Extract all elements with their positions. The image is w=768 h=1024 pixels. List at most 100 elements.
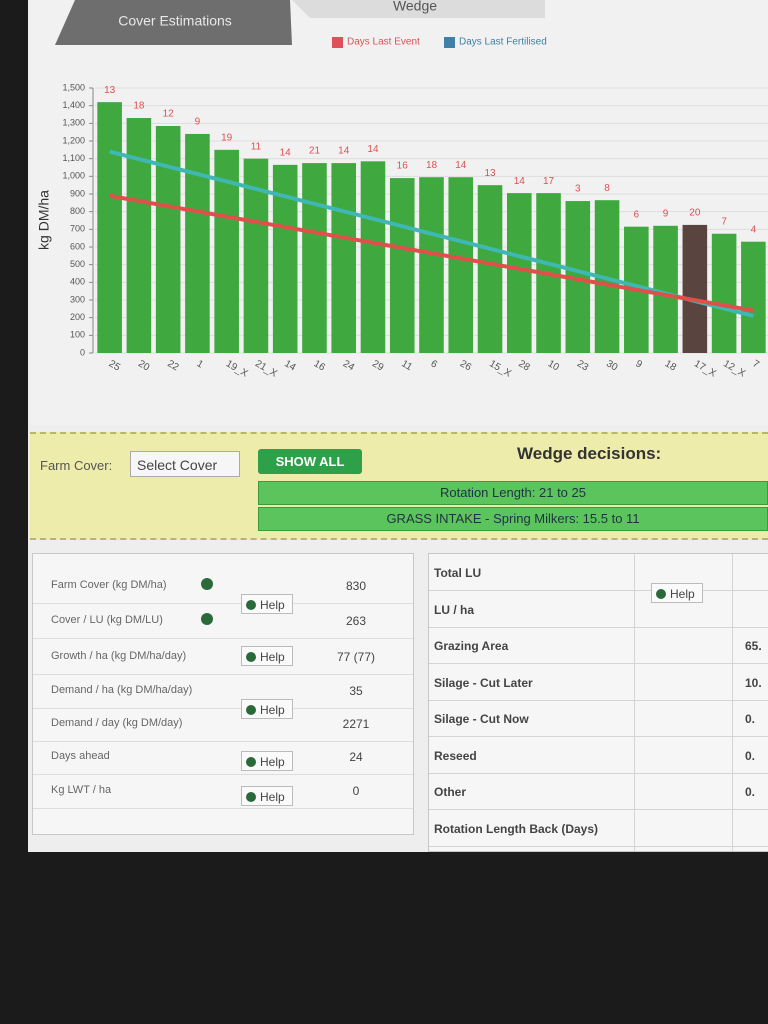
row-value: 35 — [349, 684, 363, 698]
data-label: 14 — [338, 146, 350, 157]
row-value: 10. — [745, 675, 762, 690]
legend-swatch — [444, 37, 455, 48]
info-icon — [201, 613, 213, 625]
row-label: Farm Cover (kg DM/ha) — [51, 579, 167, 591]
left-table: Farm Cover (kg DM/ha) 830 Cover / LU (kg D… — [32, 553, 414, 835]
row-value: 830 — [345, 579, 367, 593]
column-divider — [732, 554, 733, 851]
x-tick-label: 20 — [136, 358, 152, 373]
row-value: 65. — [745, 639, 762, 653]
button[interactable]: SHOW ALL — [258, 449, 362, 474]
row-value: 0. — [745, 712, 756, 726]
data-label: 11 — [251, 141, 262, 152]
bar — [185, 133, 210, 353]
y-tick-label: 800 — [70, 206, 85, 216]
heading: Wedge decisions: — [517, 444, 662, 463]
tab[interactable] — [292, 0, 545, 18]
y-tick-label: 400 — [70, 277, 85, 287]
x-tick-label: 22 — [165, 358, 181, 373]
x-tick-label: 18 — [663, 358, 679, 373]
table-row — [33, 570, 413, 604]
table-row — [429, 627, 768, 664]
y-tick-label: 1,500 — [62, 82, 85, 92]
help-button[interactable]: Help — [241, 646, 293, 666]
y-tick-label: 1,400 — [62, 100, 85, 110]
select[interactable]: Select Cover — [130, 451, 240, 477]
bar — [448, 177, 474, 353]
row-label: Other — [434, 785, 467, 799]
table-row — [429, 664, 768, 701]
data-label: 20 — [689, 208, 701, 219]
bar — [741, 241, 766, 353]
bar — [126, 118, 152, 354]
tab-label[interactable]: Cover Estimations — [118, 13, 232, 29]
x-tick-label: 14 — [282, 358, 298, 373]
info-icon — [201, 578, 213, 590]
help-button[interactable]: Help — [651, 583, 703, 603]
tab-label[interactable]: Wedge — [393, 0, 437, 14]
x-tick-label: 30 — [604, 358, 620, 373]
y-tick-label: 700 — [70, 224, 85, 234]
x-tick-label: 16 — [312, 358, 328, 373]
data-label: 14 — [455, 160, 467, 171]
row-label: Silage - Cut Later — [434, 675, 533, 690]
data-label: 14 — [280, 147, 292, 158]
data-label: 14 — [514, 176, 526, 187]
x-tick-label: 6 — [429, 358, 440, 371]
y-tick-label: 1,000 — [62, 171, 85, 181]
help-button[interactable]: Help — [241, 751, 293, 771]
y-tick-label: 0 — [80, 347, 85, 357]
x-tick-label: 9 — [634, 358, 645, 371]
bar — [389, 178, 415, 353]
row-label: Total LU — [434, 566, 482, 580]
x-tick-label: 23 — [575, 358, 591, 373]
chart: Cover Estimations Wedge kg DM/ha Days La… — [30, 0, 768, 425]
row-label: LU / ha — [434, 602, 475, 617]
bar — [331, 163, 357, 353]
table-row — [33, 741, 413, 775]
decision: GRASS INTAKE - Spring Milkers: 15.5 to 1… — [258, 507, 768, 531]
bar — [711, 233, 737, 353]
column-divider — [634, 554, 635, 851]
row-label: Grazing Area — [434, 639, 509, 653]
help-button[interactable]: Help — [241, 594, 293, 614]
row-value: 24 — [349, 750, 363, 764]
x-tick-label: 24 — [341, 358, 357, 373]
bar — [682, 224, 708, 353]
y-tick-label: 300 — [70, 294, 85, 304]
help-button[interactable]: Help — [241, 786, 293, 806]
table-row — [429, 700, 768, 737]
data-label: 9 — [195, 117, 201, 128]
decision: Rotation Length: 21 to 25 — [258, 481, 768, 505]
bar — [360, 161, 386, 353]
right-table: Total LU LU / ha Grazing Area 65. Silage - C… — [428, 553, 768, 852]
data-label: 8 — [604, 183, 610, 194]
data-label: 19 — [221, 132, 233, 143]
x-tick-label: 10 — [546, 358, 562, 373]
row-value: 0 — [352, 784, 360, 798]
help-button[interactable]: Help — [241, 699, 293, 719]
y-tick-label: 500 — [70, 259, 85, 269]
data-label: 4 — [751, 224, 757, 235]
bar — [302, 163, 327, 353]
table-row — [429, 554, 768, 591]
y-axis-label: kg DM/ha — [36, 190, 52, 250]
y-tick-label: 100 — [70, 330, 85, 340]
bar — [155, 125, 181, 353]
x-tick-label: 25 — [107, 358, 123, 373]
bar — [506, 193, 532, 353]
table-row — [429, 810, 768, 847]
y-tick-label: 1,200 — [62, 135, 85, 145]
bar — [419, 177, 444, 353]
row-label: Kg LWT / ha — [51, 784, 112, 796]
tab-active[interactable] — [55, 0, 292, 45]
data-label: 18 — [133, 101, 145, 112]
trend-line — [109, 149, 754, 318]
bar — [477, 185, 503, 353]
table-row — [429, 737, 768, 774]
table-row — [33, 708, 413, 742]
legend-label: Days Last Event — [347, 37, 420, 48]
table-row — [33, 675, 413, 709]
data-label: 13 — [484, 168, 496, 179]
